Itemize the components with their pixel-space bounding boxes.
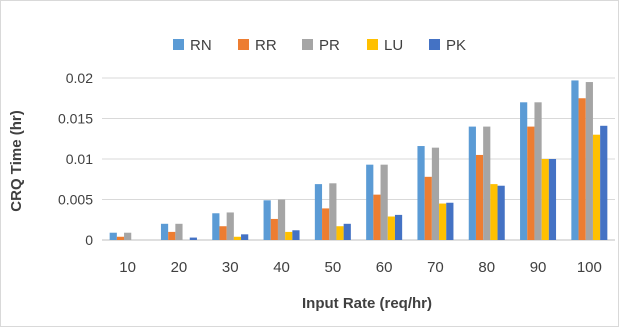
bar-pk: [343, 223, 351, 240]
bar-rn: [212, 213, 220, 240]
legend: RN RR PR LU PK: [173, 37, 466, 54]
bar-pr: [585, 82, 593, 240]
bar-rr: [527, 126, 535, 240]
x-tick-label: 40: [273, 259, 290, 276]
bar-pk: [394, 214, 403, 240]
x-tick-label: 70: [427, 259, 444, 276]
bar-rr: [116, 236, 125, 240]
bar-lu: [439, 203, 447, 240]
bar-pk: [548, 159, 557, 240]
bar-lu: [490, 184, 498, 240]
legend-swatch-lu: [367, 39, 378, 50]
legend-swatch-pk: [429, 39, 440, 50]
bar-rr: [270, 218, 278, 240]
bar-lu: [285, 231, 293, 240]
bar-lu: [387, 216, 395, 240]
bar-lu: [541, 159, 549, 240]
bar-rr: [578, 98, 586, 240]
legend-label-pk: PK: [446, 37, 466, 54]
bar-pr: [483, 126, 491, 240]
bar-pk: [189, 237, 197, 240]
bar-pr: [124, 232, 132, 240]
y-tick-label: 0: [85, 232, 93, 248]
legend-swatch-rr: [238, 39, 249, 50]
bar-pr: [226, 212, 234, 240]
bar-lu: [592, 134, 601, 240]
bar-rn: [520, 102, 528, 240]
bar-lu: [336, 226, 344, 240]
bar-rr: [219, 226, 227, 240]
bar-rn: [160, 223, 169, 240]
bar-pk: [241, 234, 249, 240]
y-tick-label: 0.02: [66, 70, 93, 86]
bar-pr: [329, 183, 337, 240]
x-tick-label: 100: [577, 259, 602, 276]
x-axis-ticks: 10 20 30 40 50 60 70 80 90 100: [119, 259, 602, 276]
bar-pr: [175, 223, 183, 240]
legend-label-lu: LU: [384, 37, 403, 54]
x-tick-label: 50: [325, 259, 342, 276]
legend-label-rr: RR: [255, 37, 277, 54]
bar-pr: [534, 102, 542, 240]
y-tick-label: 0.01: [66, 151, 93, 167]
bar-rn: [263, 200, 271, 240]
legend-label-pr: PR: [319, 37, 340, 54]
y-axis-label: CRQ Time (hr): [8, 110, 25, 211]
x-tick-label: 30: [222, 259, 239, 276]
bar-rr: [168, 231, 176, 240]
bar-rr: [424, 176, 432, 240]
bar-pr: [277, 199, 286, 240]
y-tick-label: 0.015: [58, 111, 93, 127]
bar-pk: [446, 202, 454, 240]
chart-frame: 0 0.005 0.01 0.015 0.02 10 20 30 40 50 60 70 80 90 10…: [0, 0, 619, 327]
legend-swatch-pr: [302, 39, 313, 50]
bar-rn: [468, 126, 476, 240]
x-tick-label: 10: [119, 259, 136, 276]
bar-rn: [109, 232, 117, 240]
bar-rn: [571, 80, 579, 241]
bar-rr: [373, 194, 381, 240]
x-tick-label: 80: [478, 259, 495, 276]
x-axis-label: Input Rate (req/hr): [302, 295, 432, 312]
legend-swatch-rn: [173, 39, 184, 50]
bar-lu: [233, 236, 242, 240]
x-tick-label: 20: [171, 259, 188, 276]
bar-pk: [497, 185, 505, 240]
bar-pk: [292, 230, 300, 240]
legend-label-rn: RN: [190, 37, 212, 54]
bars: [109, 80, 608, 241]
x-tick-label: 60: [376, 259, 393, 276]
bar-rn: [366, 164, 374, 240]
bar-rr: [322, 208, 330, 240]
bar-pr: [431, 147, 440, 240]
bar-rn: [417, 146, 425, 240]
bar-pr: [380, 164, 388, 240]
x-tick-label: 90: [530, 259, 547, 276]
bar-rr: [475, 154, 484, 240]
y-tick-label: 0.005: [58, 192, 93, 208]
y-axis-ticks: 0 0.005 0.01 0.015 0.02: [58, 70, 93, 248]
bar-rn: [314, 184, 323, 240]
bar-pk: [600, 125, 608, 240]
